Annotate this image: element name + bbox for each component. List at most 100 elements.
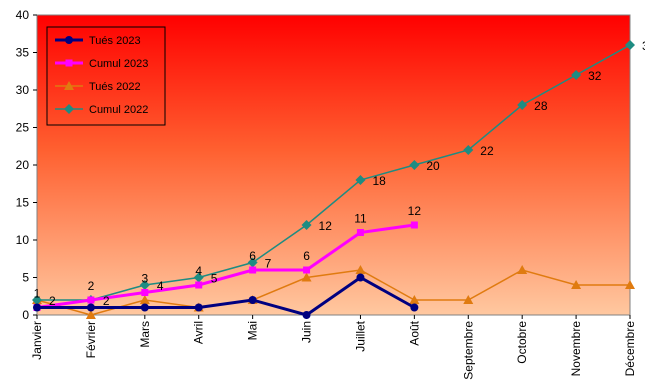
y-tick-label: 25	[16, 121, 30, 135]
y-tick-label: 15	[16, 196, 30, 210]
data-point	[356, 229, 364, 236]
data-label: 32	[588, 69, 602, 83]
data-point	[141, 289, 149, 296]
legend-label: Cumul 2022	[89, 104, 148, 116]
data-point	[356, 273, 365, 282]
data-label: 3	[141, 272, 148, 286]
data-point	[625, 280, 635, 289]
legend-item: Tués 2022	[55, 81, 141, 93]
y-tick-label: 20	[16, 158, 30, 172]
data-point	[247, 257, 258, 268]
data-point	[571, 280, 582, 289]
data-label: 3	[642, 39, 645, 53]
data-label: 6	[303, 249, 310, 263]
data-point	[409, 160, 420, 170]
data-point	[86, 303, 95, 312]
legend-swatch-marker	[64, 81, 74, 90]
legend-swatch-marker	[65, 36, 73, 44]
data-label: 28	[534, 99, 548, 113]
series-layer	[32, 40, 635, 319]
y-tick-label: 40	[16, 8, 30, 22]
data-labels: 1234661112224571218202228323	[34, 39, 645, 308]
x-tick-label: Mars	[138, 321, 152, 348]
data-label: 4	[157, 279, 164, 293]
data-point	[139, 295, 150, 304]
x-tick-label: Avril	[192, 321, 206, 344]
y-tick-label: 10	[16, 233, 30, 247]
legend-item: Cumul 2023	[55, 58, 148, 70]
plot-area	[36, 14, 631, 316]
data-point	[301, 220, 312, 230]
data-point	[517, 265, 528, 274]
data-label: 2	[88, 279, 95, 293]
legend-item: Cumul 2022	[55, 104, 148, 116]
data-point	[87, 296, 95, 304]
data-point	[139, 280, 150, 290]
x-tick-label: Septembre	[461, 321, 475, 380]
data-point	[140, 303, 149, 312]
data-label: 2	[103, 294, 110, 308]
data-point	[355, 265, 366, 274]
x-tick-label: Janvier	[30, 321, 44, 360]
data-point	[410, 221, 418, 229]
data-point	[625, 40, 635, 50]
x-tick-label: Décembre	[623, 321, 637, 377]
legend-swatch-marker	[65, 59, 73, 67]
data-point	[410, 303, 419, 312]
data-point	[301, 272, 312, 282]
data-point	[32, 295, 42, 305]
series-line	[37, 44, 631, 301]
data-point	[463, 295, 474, 304]
x-tick-label: Juin	[300, 321, 314, 343]
data-label: 12	[408, 204, 422, 218]
y-tick-label: 30	[16, 83, 30, 97]
data-point	[193, 272, 204, 283]
data-point	[463, 145, 474, 155]
series-line	[36, 223, 415, 309]
legend-swatch-marker	[64, 104, 74, 114]
legend-label: Tués 2023	[89, 35, 141, 47]
legend-label: Tués 2022	[89, 81, 141, 93]
data-label: 5	[211, 272, 218, 286]
legend-label: Cumul 2023	[89, 58, 148, 70]
x-tick-label: Mai	[246, 321, 260, 340]
data-point	[517, 100, 528, 110]
data-point	[33, 303, 41, 312]
data-label: 1	[34, 287, 41, 301]
legend-box	[46, 26, 166, 126]
legend: Tués 2023 Cumul 2023 Tués 2022 Cumul 2022	[46, 26, 166, 126]
data-label: 6	[249, 249, 256, 263]
series-line	[36, 269, 630, 316]
data-label: 18	[372, 174, 386, 188]
legend-item: Tués 2023	[55, 35, 141, 47]
data-point	[303, 266, 311, 274]
data-label: 7	[265, 257, 272, 271]
data-point	[248, 296, 257, 304]
data-point	[571, 70, 582, 80]
data-point	[195, 281, 203, 289]
x-tick-label: Novembre	[569, 321, 583, 377]
x-tick-label: Août	[407, 320, 421, 345]
data-label: 20	[426, 159, 440, 173]
data-label: 4	[195, 264, 202, 278]
data-point	[355, 175, 366, 185]
y-tick-label: 35	[16, 46, 30, 60]
data-point	[409, 295, 420, 304]
data-label: 22	[480, 144, 494, 158]
x-tick-label: Février	[84, 321, 98, 358]
data-point	[194, 303, 203, 312]
y-tick-label: 0	[22, 308, 29, 322]
data-point	[302, 311, 311, 319]
series-line	[37, 275, 416, 317]
y-tick-label: 5	[22, 271, 29, 285]
series-tués-2022	[32, 265, 635, 319]
x-tick-label: Octobre	[515, 321, 529, 364]
data-label: 12	[319, 219, 333, 233]
x-tick-label: Juillet	[353, 320, 367, 351]
data-label: 2	[49, 294, 56, 308]
series-tués-2023	[33, 273, 419, 319]
data-point	[249, 266, 257, 274]
data-point	[85, 310, 96, 319]
